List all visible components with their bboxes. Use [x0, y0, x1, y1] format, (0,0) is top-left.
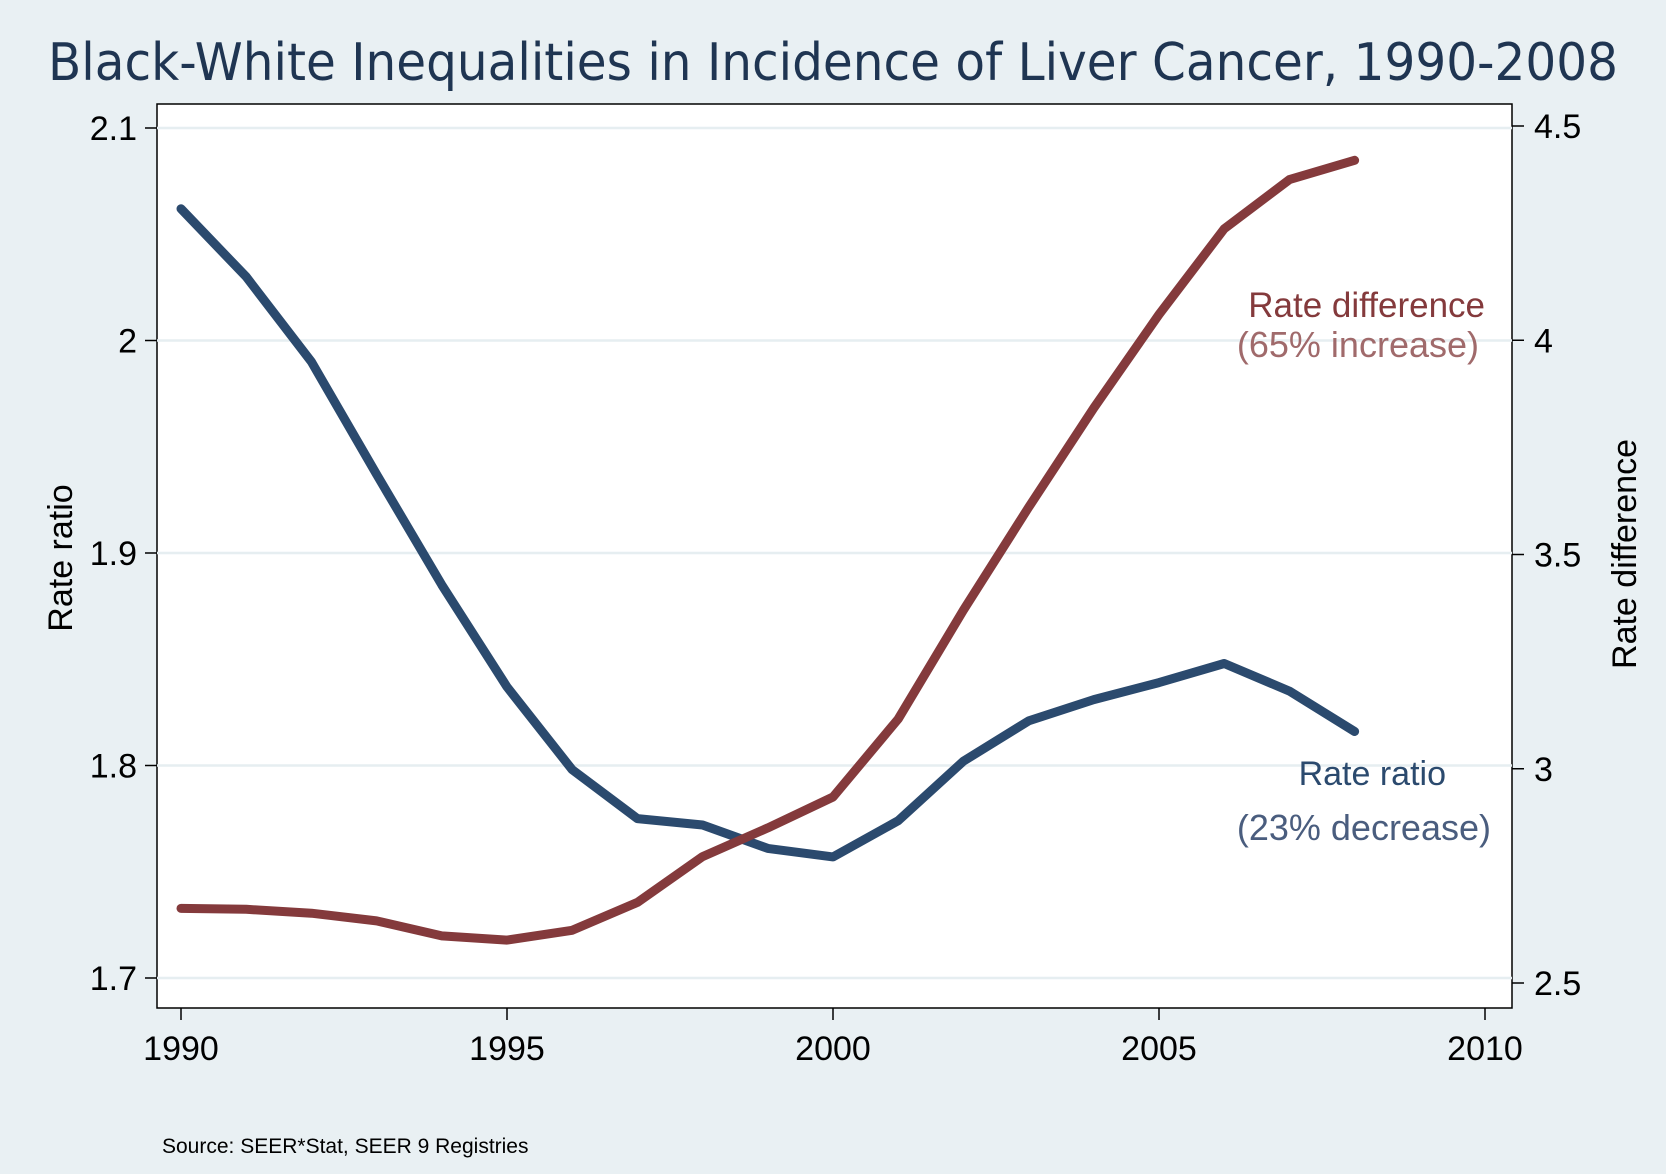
plot-area [156, 103, 1513, 1009]
x-tick-label: 2005 [1121, 1030, 1197, 1068]
chart-title: Black-White Inequalities in Incidence of… [48, 33, 1618, 93]
x-tick-label: 2010 [1447, 1030, 1523, 1068]
series-line-rate-ratio [176, 204, 1360, 862]
y-right-axis-label: Rate difference [1606, 439, 1644, 669]
annotation-rate-difference: Rate difference [1248, 286, 1485, 325]
y-right-tick-label: 3.5 [1534, 537, 1581, 575]
y-left-tick-label: 2.1 [90, 110, 137, 148]
annotation-rate-ratio: Rate ratio [1299, 755, 1446, 793]
y-left-tick-label: 2 [118, 323, 137, 361]
y-left-tick-label: 1.8 [90, 748, 137, 786]
y-left-tick-label: 1.9 [90, 535, 137, 573]
annotations: Rate difference(65% increase) Rate ratio (… [1237, 286, 1491, 848]
annotation-65-increase: (65% increase) [1237, 324, 1479, 365]
series-lines [176, 155, 1360, 945]
axes: 1.7 1.8 1.9 2 2.1 2.5 3 3.5 4 4.5 1990 1995 2000 2005… [90, 108, 1582, 1068]
grid-lines [157, 126, 1512, 980]
y-right-tick-label: 3 [1534, 751, 1553, 789]
y-left-tick-label: 1.7 [90, 960, 137, 998]
y-right-tick-label: 4.5 [1534, 108, 1581, 146]
x-tick-label: 1995 [469, 1030, 545, 1068]
x-tick-label: 1990 [143, 1030, 219, 1068]
y-right-tick-label: 4 [1534, 322, 1553, 360]
y-left-axis-label: Rate ratio [42, 484, 80, 631]
source-note: Source: SEER*Stat, SEER 9 Registries [162, 1135, 529, 1158]
annotation-23-decrease: (23% decrease) [1237, 807, 1491, 848]
y-right-tick-label: 2.5 [1534, 965, 1581, 1003]
series-line-rate-difference [176, 155, 1360, 945]
x-tick-label: 2000 [795, 1030, 871, 1068]
